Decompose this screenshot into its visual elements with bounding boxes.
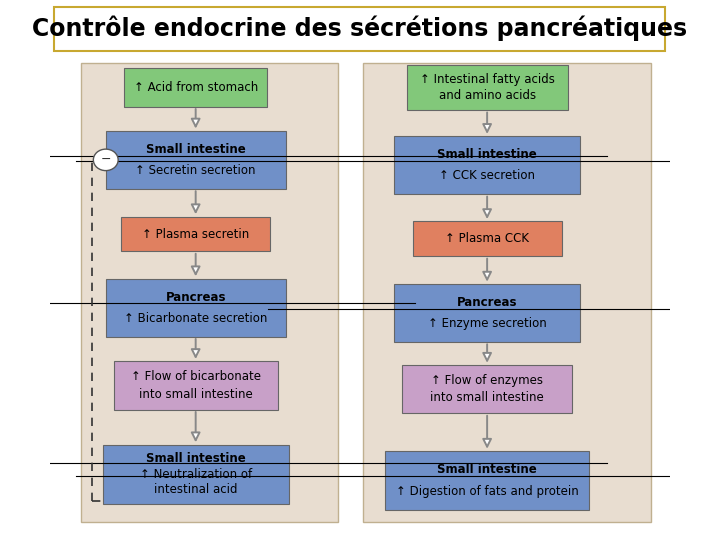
FancyBboxPatch shape: [106, 131, 286, 189]
Text: Pancreas: Pancreas: [166, 291, 226, 303]
Text: Small intestine: Small intestine: [145, 143, 246, 156]
Text: Pancreas: Pancreas: [457, 296, 518, 309]
Text: Small intestine: Small intestine: [145, 453, 246, 465]
Text: ↑ Plasma CCK: ↑ Plasma CCK: [445, 232, 529, 245]
Text: into small intestine: into small intestine: [139, 388, 253, 401]
FancyBboxPatch shape: [402, 365, 572, 414]
Text: ↑ Bicarbonate secretion: ↑ Bicarbonate secretion: [124, 312, 267, 325]
Text: intestinal acid: intestinal acid: [154, 483, 238, 496]
FancyBboxPatch shape: [407, 64, 568, 110]
Text: ↑ Neutralization of: ↑ Neutralization of: [140, 468, 252, 481]
FancyBboxPatch shape: [103, 444, 289, 504]
FancyBboxPatch shape: [125, 68, 267, 107]
Text: Contrôle endocrine des sécrétions pancréatiques: Contrôle endocrine des sécrétions pancré…: [32, 16, 688, 41]
Text: ↑ Intestinal fatty acids: ↑ Intestinal fatty acids: [420, 73, 554, 86]
Text: ↑ CCK secretion: ↑ CCK secretion: [439, 169, 535, 183]
Text: Small intestine: Small intestine: [437, 148, 537, 161]
Text: ↑ Enzyme secretion: ↑ Enzyme secretion: [428, 317, 546, 330]
Text: ↑ Digestion of fats and protein: ↑ Digestion of fats and protein: [396, 485, 578, 498]
FancyBboxPatch shape: [106, 279, 286, 336]
Text: ↑ Plasma secretin: ↑ Plasma secretin: [142, 227, 249, 240]
Text: Small intestine: Small intestine: [437, 463, 537, 476]
Text: ↑ Flow of bicarbonate: ↑ Flow of bicarbonate: [130, 370, 261, 383]
Text: into small intestine: into small intestine: [431, 392, 544, 404]
Text: ↑ Secretin secretion: ↑ Secretin secretion: [135, 164, 256, 177]
FancyBboxPatch shape: [121, 217, 270, 252]
Text: ↑ Acid from stomach: ↑ Acid from stomach: [133, 81, 258, 94]
Text: −: −: [101, 153, 111, 166]
FancyBboxPatch shape: [413, 221, 562, 256]
FancyBboxPatch shape: [363, 63, 652, 523]
FancyBboxPatch shape: [384, 451, 590, 510]
FancyBboxPatch shape: [394, 136, 580, 194]
FancyBboxPatch shape: [54, 8, 665, 51]
Circle shape: [94, 149, 118, 171]
FancyBboxPatch shape: [114, 361, 278, 410]
FancyBboxPatch shape: [81, 63, 338, 523]
Text: and amino acids: and amino acids: [438, 89, 536, 102]
FancyBboxPatch shape: [394, 284, 580, 342]
Text: ↑ Flow of enzymes: ↑ Flow of enzymes: [431, 374, 543, 387]
